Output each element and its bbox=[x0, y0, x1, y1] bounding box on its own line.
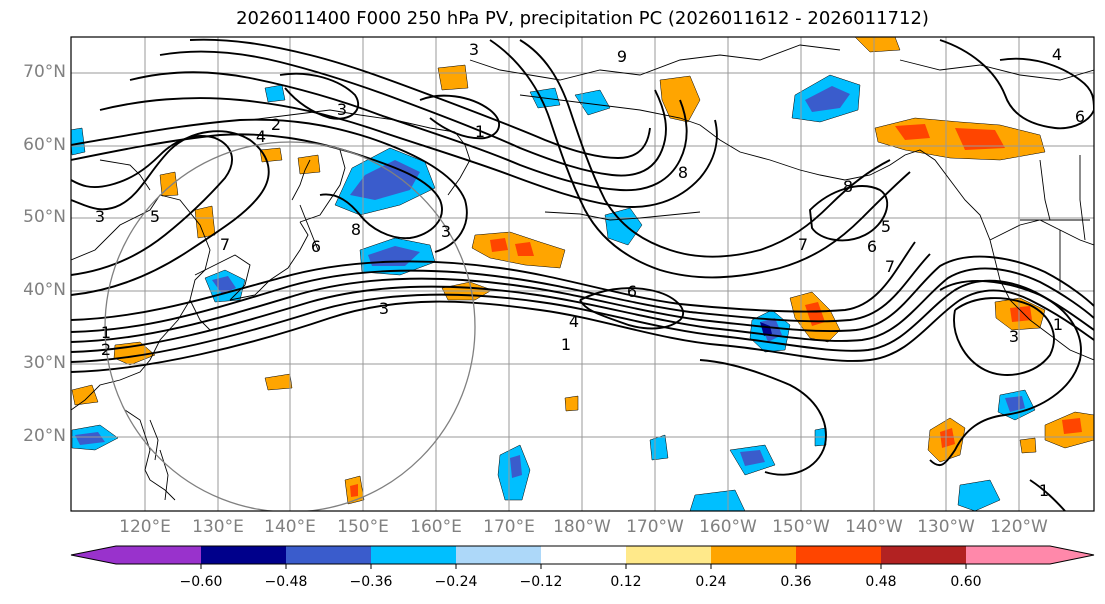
contour-label: 3 bbox=[469, 40, 479, 59]
colorbar-swatch bbox=[966, 546, 1050, 564]
contour-label: 8 bbox=[843, 177, 853, 196]
pv-contours bbox=[71, 38, 1094, 511]
contour-label: 8 bbox=[678, 163, 688, 182]
colorbar-swatch bbox=[371, 546, 456, 564]
lat-label: 60°N bbox=[23, 135, 66, 155]
colorbar-tick-label: −0.12 bbox=[519, 574, 563, 590]
colorbar-swatch bbox=[626, 546, 711, 564]
colorbar-swatch bbox=[796, 546, 881, 564]
contour-label: 3 bbox=[337, 100, 347, 119]
map-frame bbox=[70, 36, 1095, 512]
colorbar-swatch bbox=[201, 546, 286, 564]
contour-label: 4 bbox=[1052, 45, 1062, 64]
colorbar-extend-high bbox=[1050, 546, 1094, 564]
colorbar-tick-label: 0.60 bbox=[950, 574, 982, 590]
lat-label: 40°N bbox=[23, 280, 66, 300]
contour-label: 1 bbox=[1053, 315, 1063, 334]
colorbar-outline bbox=[70, 545, 1095, 565]
precip-negative-shading bbox=[71, 74, 1036, 511]
contour-label: 1 bbox=[475, 122, 485, 141]
figure-title: 2026011400 F000 250 hPa PV, precipitatio… bbox=[236, 8, 929, 29]
projection-circle bbox=[104, 141, 476, 511]
contour-label: 2 bbox=[271, 115, 281, 134]
lon-label: 130°W bbox=[917, 517, 975, 537]
contour-label: 8 bbox=[351, 220, 361, 239]
lon-label: 160°E bbox=[410, 517, 462, 537]
colorbar-swatch bbox=[116, 546, 201, 564]
lon-label: 140°E bbox=[264, 517, 316, 537]
precip-positive-shading bbox=[71, 37, 1094, 505]
contour-label: 4 bbox=[256, 127, 266, 146]
colorbar-swatch bbox=[286, 546, 371, 564]
coastlines bbox=[71, 44, 1094, 501]
colorbar-tick-label: 0.24 bbox=[695, 574, 727, 590]
lon-label: 120°W bbox=[990, 517, 1048, 537]
lat-label: 30°N bbox=[23, 353, 66, 373]
colorbar-tick-label: −0.36 bbox=[349, 574, 393, 590]
contour-label: 1 bbox=[561, 335, 571, 354]
lon-label: 180°W bbox=[553, 517, 611, 537]
contour-label: 9 bbox=[617, 47, 627, 66]
graticule bbox=[71, 37, 1094, 511]
lon-label: 150°W bbox=[772, 517, 830, 537]
contour-label: 1 bbox=[1039, 481, 1049, 500]
contour-label: 2 bbox=[101, 340, 111, 359]
lat-label: 70°N bbox=[23, 62, 66, 82]
contour-label: 7 bbox=[220, 235, 230, 254]
colorbar-tick-label: 0.48 bbox=[865, 574, 897, 590]
contour-label: 3 bbox=[379, 299, 389, 318]
lon-label: 160°W bbox=[699, 517, 757, 537]
colorbar-tick-label: 0.36 bbox=[780, 574, 812, 590]
contour-label: 6 bbox=[1075, 107, 1085, 126]
contour-label: 7 bbox=[885, 257, 895, 276]
lon-label: 130°E bbox=[192, 517, 244, 537]
colorbar-extend-low bbox=[71, 546, 116, 564]
colorbar-tick-label: 0.12 bbox=[610, 574, 642, 590]
contour-label: 3 bbox=[441, 222, 451, 241]
lon-label: 120°E bbox=[119, 517, 171, 537]
lon-label: 170°E bbox=[483, 517, 535, 537]
colorbar-swatch bbox=[541, 546, 626, 564]
lon-label: 140°W bbox=[845, 517, 903, 537]
lat-label: 20°N bbox=[23, 426, 66, 446]
contour-label: 3 bbox=[95, 207, 105, 226]
lon-label: 170°W bbox=[626, 517, 684, 537]
contour-label: 4 bbox=[569, 312, 579, 331]
contour-label: 1 bbox=[101, 323, 111, 342]
colorbar-swatch bbox=[711, 546, 796, 564]
colorbar bbox=[70, 545, 1095, 569]
contour-label: 6 bbox=[867, 237, 877, 256]
contour-label: 3 bbox=[1009, 327, 1019, 346]
contour-label: 5 bbox=[150, 207, 160, 226]
lat-label: 50°N bbox=[23, 207, 66, 227]
contour-label: 6 bbox=[627, 282, 637, 301]
contour-label: 7 bbox=[798, 235, 808, 254]
colorbar-tick-label: −0.24 bbox=[434, 574, 478, 590]
colorbar-swatch bbox=[881, 546, 966, 564]
contour-label: 5 bbox=[881, 217, 891, 236]
colorbar-swatch bbox=[456, 546, 541, 564]
colorbar-tick-label: −0.60 bbox=[179, 574, 223, 590]
lon-label: 150°E bbox=[337, 517, 389, 537]
contour-label: 6 bbox=[311, 237, 321, 256]
colorbar-tick-label: −0.48 bbox=[264, 574, 308, 590]
